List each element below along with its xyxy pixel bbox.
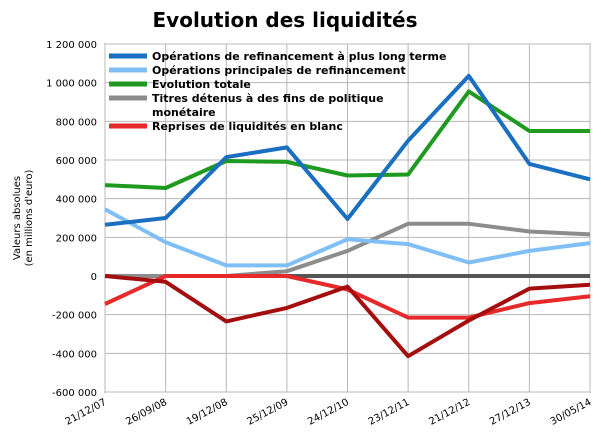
legend-label-2: Evolution totale	[152, 78, 251, 91]
series-line-0	[104, 73, 591, 227]
legend-label-1: Opérations principales de refinancement	[152, 64, 406, 77]
x-tick-label: 30/05/14	[549, 397, 594, 428]
x-tick-label: 26/09/08	[124, 397, 169, 428]
x-tick-label: 21/12/12	[427, 397, 472, 428]
legend-label-3: monétaire	[152, 106, 216, 119]
y-tick-label: -200 000	[52, 311, 97, 322]
y-tick-label: -400 000	[52, 349, 97, 360]
x-tick-label: 24/12/10	[306, 397, 351, 428]
chart-title: Evolution des liquidités	[153, 8, 418, 32]
legend-label-3: Titres détenus à des fins de politique	[152, 92, 384, 105]
legend: Opérations de refinancement à plus long …	[109, 50, 446, 133]
x-tick-label: 21/12/07	[64, 397, 109, 428]
y-axis-label: Valeurs absolues (en millions d'euro)	[12, 170, 35, 267]
series-line-5	[104, 274, 591, 359]
gridlines	[104, 43, 591, 393]
y-tick-label: 600 000	[56, 156, 97, 167]
x-tick-label: 23/12/11	[367, 397, 412, 428]
y-tick-label: -600 000	[52, 388, 97, 399]
y-axis-ticks: -600 000 -400 000 -200 000 0 200 000 400 000 6…	[46, 40, 97, 399]
y-axis-label-line2: (en millions d'euro)	[24, 170, 35, 267]
y-axis-label-line1: Valeurs absolues	[12, 176, 23, 260]
y-tick-label: 1 200 000	[46, 40, 97, 51]
series-line-2	[104, 89, 590, 190]
legend-label-4: Reprises de liquidités en blanc	[152, 120, 343, 133]
y-tick-label: 1 000 000	[46, 79, 97, 90]
x-tick-label: 25/12/09	[245, 397, 290, 428]
y-tick-label: 400 000	[56, 195, 97, 206]
y-tick-label: 800 000	[56, 117, 97, 128]
series-line-1	[104, 207, 591, 268]
x-tick-label: 19/12/08	[185, 397, 230, 428]
y-tick-label: 200 000	[56, 233, 97, 244]
legend-label-0: Opérations de refinancement à plus long …	[152, 50, 446, 63]
y-tick-label: 0	[91, 272, 97, 283]
x-axis-ticks: 21/12/07 26/09/08 19/12/08 25/12/09 24/12/10…	[64, 397, 594, 428]
x-tick-label: 27/12/13	[488, 397, 533, 428]
series-lines	[104, 73, 591, 359]
